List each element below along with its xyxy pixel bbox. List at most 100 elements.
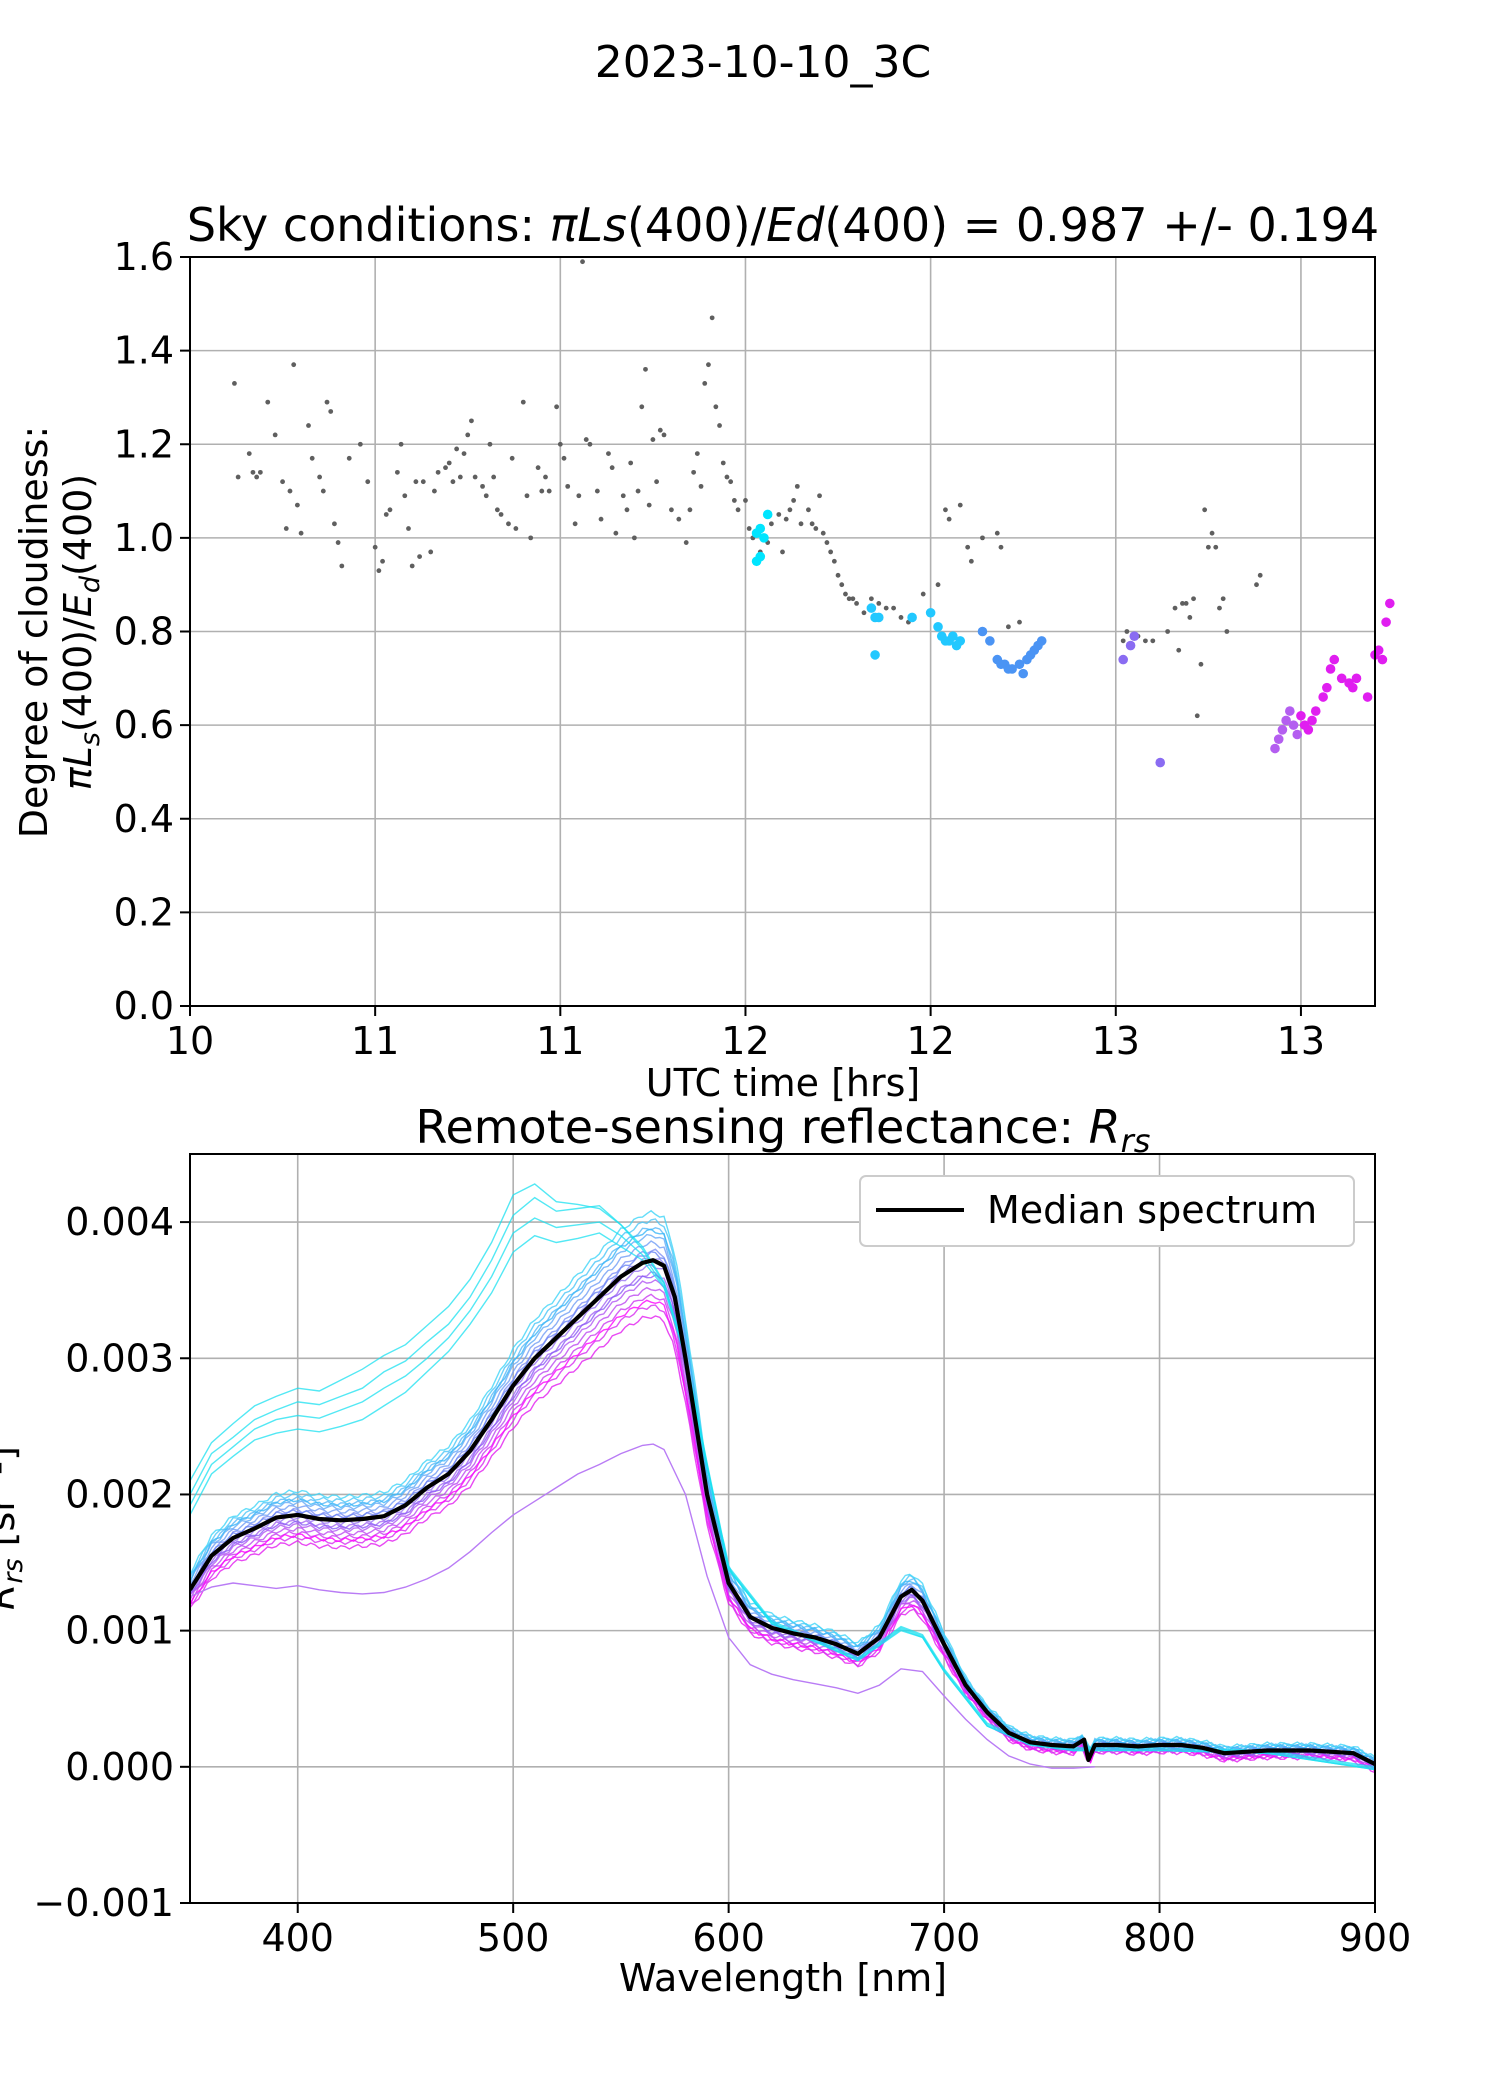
sky-data-point xyxy=(743,498,748,503)
sky-data-point xyxy=(1198,661,1204,667)
sky-data-point xyxy=(762,509,773,520)
sky-data-point xyxy=(598,516,604,522)
sky-data-point xyxy=(1005,624,1011,630)
sky-data-point xyxy=(420,479,426,485)
sky-data-point xyxy=(1377,654,1388,665)
sky-data-point xyxy=(724,474,730,480)
rrs-spectrum-line xyxy=(190,1209,1375,1758)
sky-data-point xyxy=(717,423,722,428)
sky-data-point xyxy=(235,474,241,480)
sky-data-point xyxy=(613,530,619,536)
sky-data-point xyxy=(287,488,293,494)
sky-data-point xyxy=(383,512,389,517)
sky-data-point xyxy=(494,507,500,513)
sky-data-point xyxy=(728,479,734,485)
sky-data-point xyxy=(628,460,634,466)
sky-data-point xyxy=(809,521,815,527)
sky-data-point xyxy=(883,605,889,611)
sky-data-point xyxy=(776,512,782,517)
sky-data-point xyxy=(835,572,841,578)
rrs-x-tick-label: 500 xyxy=(477,1916,550,1960)
sky-data-point xyxy=(232,380,237,386)
sky-data-point xyxy=(406,526,411,531)
sky-data-point xyxy=(755,523,766,534)
sky-data-point xyxy=(317,474,323,480)
sky-data-point xyxy=(291,362,297,368)
sky-data-point xyxy=(1205,544,1211,550)
sky-data-point xyxy=(985,636,995,646)
sky-data-point xyxy=(980,535,985,541)
sky-data-point xyxy=(661,432,667,438)
sky-data-point xyxy=(1018,668,1029,679)
sky-x-tick-label: 10 xyxy=(166,1019,214,1063)
sky-data-point xyxy=(1322,682,1332,693)
sky-x-tick-label: 12 xyxy=(906,1019,954,1063)
rrs-x-tick-label: 700 xyxy=(908,1916,981,1960)
sky-y-tick-label: 0.0 xyxy=(114,984,174,1028)
sky-data-point xyxy=(513,526,519,531)
sky-data-point xyxy=(1310,706,1321,716)
sky-y-tick-label: 1.2 xyxy=(114,422,174,466)
sky-data-point xyxy=(1007,664,1017,674)
sky-x-tick-label: 11 xyxy=(351,1019,399,1063)
sky-data-point xyxy=(683,540,689,545)
sky-data-point xyxy=(1292,729,1303,740)
rrs-y-tick-label: 0.000 xyxy=(65,1745,174,1789)
sky-data-point xyxy=(546,488,552,494)
sky-data-point xyxy=(413,479,419,485)
sky-data-point xyxy=(846,596,852,602)
sky-data-point xyxy=(1254,582,1259,588)
sky-data-point xyxy=(876,601,882,606)
sky-data-point xyxy=(506,521,511,527)
sky-data-point xyxy=(831,558,837,564)
sky-data-point xyxy=(1124,629,1130,634)
sky-data-point xyxy=(1336,673,1347,684)
sky-data-point xyxy=(933,622,943,632)
sky-data-point xyxy=(335,540,341,545)
rrs-x-tick-label: 600 xyxy=(692,1916,765,1960)
sky-data-point xyxy=(1270,743,1280,754)
sky-y-tick-label: 1.6 xyxy=(114,235,174,279)
rrs-spectrum-line xyxy=(190,1240,1375,1761)
sky-data-point xyxy=(813,526,819,531)
sky-data-point xyxy=(1120,638,1126,644)
rrs-cyan-spectrum-line xyxy=(190,1232,1375,1771)
sky-data-point xyxy=(446,460,452,466)
sky-data-point xyxy=(1381,617,1391,627)
sky-data-point xyxy=(817,493,822,499)
sky-data-point xyxy=(798,521,804,527)
sky-data-point xyxy=(1036,636,1047,646)
sky-chart-ticks: 10 11 11 12 12 13 13 0.0 0.2 0.4 0.6 0.8 1.0 1.2 1.4 1.… xyxy=(114,235,1326,1063)
sky-data-point xyxy=(1273,734,1284,744)
sky-data-point xyxy=(565,483,571,489)
sky-y-tick-label: 0.6 xyxy=(114,703,174,747)
sky-data-point xyxy=(898,615,904,620)
sky-data-point xyxy=(787,507,793,513)
sky-data-point xyxy=(1165,629,1171,634)
sky-data-point xyxy=(357,441,363,447)
sky-data-point xyxy=(465,432,471,438)
sky-data-point xyxy=(1318,692,1328,702)
sky-data-point xyxy=(1351,673,1362,684)
sky-data-point xyxy=(843,591,848,597)
sky-data-point xyxy=(417,554,422,559)
rrs-x-tick-label: 900 xyxy=(1339,1916,1412,1960)
sky-data-point xyxy=(539,488,545,494)
sky-data-point xyxy=(1014,659,1025,670)
sky-data-point xyxy=(1118,654,1128,665)
sky-data-point xyxy=(998,544,1004,550)
sky-data-point xyxy=(824,540,830,545)
sky-data-point xyxy=(1155,757,1166,768)
sky-data-point xyxy=(254,474,260,480)
sky-data-point xyxy=(687,507,693,513)
rrs-x-tick-label: 400 xyxy=(261,1916,334,1960)
sky-data-point xyxy=(1257,572,1263,578)
sky-data-point xyxy=(791,498,797,503)
sky-data-point xyxy=(328,409,334,414)
sky-data-point xyxy=(1362,692,1373,702)
sky-data-point xyxy=(609,465,615,471)
sky-data-point xyxy=(977,626,988,637)
rrs-chart-xlabel: Wavelength [nm] xyxy=(619,1956,947,2000)
rrs-chart-ticks: 400 500 600 700 800 900 −0.001 0.000 0.001 0.002 0… xyxy=(33,1200,1411,1960)
sky-data-point xyxy=(472,474,478,480)
